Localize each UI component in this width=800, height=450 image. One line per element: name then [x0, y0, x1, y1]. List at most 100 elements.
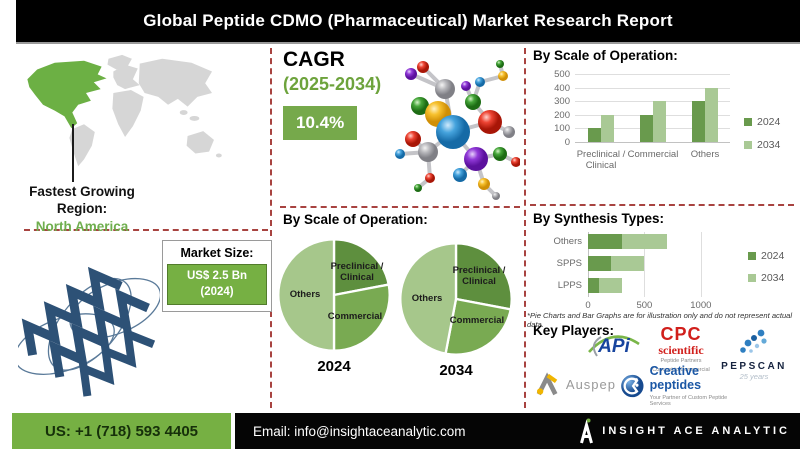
segment-2034-LPPS — [599, 278, 622, 293]
y-tick-100: 100 — [554, 123, 570, 135]
pie-2034-svg — [399, 242, 513, 356]
north-america-highlight — [27, 60, 107, 129]
legend-2024: 2024 — [744, 116, 780, 128]
insight-ace-logo-icon — [580, 418, 594, 444]
cpc-logo-text: CPC — [660, 324, 702, 344]
pepscan-tagline: 25 years — [739, 372, 769, 381]
pie-slice-others — [277, 238, 336, 352]
gridline — [700, 232, 702, 297]
creative-peptides-globe-icon — [621, 374, 644, 397]
legend-label-2034: 2034 — [761, 272, 785, 284]
segment-2024-LPPS — [588, 278, 600, 293]
pie-year-2024: 2024 — [317, 358, 351, 375]
separator-vertical-right — [524, 48, 526, 408]
bar-2034-2 — [705, 87, 718, 142]
gridline — [575, 101, 730, 103]
scale-of-operation-bar-chart: 0 100 200 300 400 500 Preclinical / Clinical Co… — [530, 66, 796, 188]
logo-creative-peptides: Creative peptides Your Partner of Custom… — [620, 364, 730, 407]
pepscan-dots-icon — [740, 329, 767, 353]
pie-year-2034: 2034 — [439, 362, 473, 379]
cpc-tagline-1: Peptide Partners — [660, 358, 702, 364]
protein-helix-illustration — [18, 266, 160, 397]
cagr-period: (2025-2034) — [283, 74, 382, 94]
market-size-label: Market Size: — [180, 246, 254, 260]
creative-tagline: Your Partner of Custom Peptide Services — [649, 394, 728, 407]
molecule-illustration — [395, 60, 520, 200]
gridline — [575, 142, 730, 143]
market-size-value: US$ 2.5 Bn (2024) — [167, 264, 267, 306]
pie-label-others: Others — [411, 293, 443, 304]
pepscan-logo-text: PEPSCAN — [721, 361, 787, 372]
pie-2024-svg — [277, 238, 391, 352]
logo-pepscan: PEPSCAN 25 years — [714, 329, 794, 381]
legend-label-2024: 2024 — [761, 250, 785, 262]
footer-brand: INSIGHT ACE ANALYTIC — [579, 418, 790, 444]
row-label-LPPS: LPPS — [557, 280, 582, 291]
pie-chart-2024: Preclinical / Clinical Commercial Others — [276, 237, 392, 353]
legend-label-2024: 2024 — [757, 116, 781, 128]
footer-phone: US: +1 (718) 593 4405 — [12, 413, 231, 449]
y-tick-200: 200 — [554, 109, 570, 121]
y-tick-0: 0 — [564, 137, 570, 148]
legend-2034: 2034 — [744, 139, 780, 151]
cpc-tagline-2: Concept to Commercial — [652, 367, 710, 374]
segment-2034-Others — [621, 234, 667, 249]
creative-text-block: Creative peptides Your Partner of Custom… — [649, 364, 730, 407]
pie-slice-commercial — [444, 297, 512, 356]
map-pointer-line — [72, 124, 74, 182]
footer-email: Email: info@insightaceanalytic.com — [253, 423, 466, 439]
auspep-mark-icon — [536, 372, 558, 396]
pie-section-title: By Scale of Operation: — [283, 212, 428, 227]
x-tick-0: 0 — [585, 300, 591, 311]
pie-chart-2034: Preclinical / Clinical Commercial Others — [398, 241, 514, 357]
fastest-growing-block: Fastest Growing Region: North America — [2, 184, 162, 236]
synthesis-types-title: By Synthesis Types: — [533, 211, 665, 226]
pie-label-commercial: Commercial — [327, 311, 383, 322]
gridline — [575, 74, 730, 75]
cpc-scientific-text: scientific — [658, 343, 704, 357]
creative-logo-text: Creative peptides — [649, 364, 702, 392]
segment-2024-SPPS — [588, 256, 611, 271]
footer-bar: Email: info@insightaceanalytic.com INSIG… — [235, 413, 800, 449]
pie-label-preclinical: Preclinical / Clinical — [452, 265, 506, 288]
legend-swatch-2024 — [748, 252, 756, 260]
api-swoosh-icon — [588, 335, 640, 357]
y-tick-300: 300 — [554, 96, 570, 108]
pie-slice-preclinical-clinical — [454, 242, 513, 311]
separator-horizontal-right — [530, 204, 794, 206]
footer-brand-text: INSIGHT ACE ANALYTIC — [602, 425, 790, 437]
segment-2024-Others — [588, 234, 622, 249]
x-tick-1000: 1000 — [690, 300, 712, 311]
auspep-logo-text: Auspep — [565, 377, 616, 392]
legend-swatch-2024 — [744, 118, 752, 126]
gridline — [644, 232, 646, 297]
x-label-0: Preclinical / Clinical — [576, 149, 626, 172]
scale-bar-title: By Scale of Operation: — [533, 48, 678, 63]
fastest-growing-label: Fastest Growing Region: — [29, 184, 135, 216]
fastest-growing-region: North America — [35, 218, 129, 234]
cagr-label: CAGR — [283, 48, 345, 71]
gridline — [575, 87, 730, 89]
legend-2034: 2034 — [748, 272, 784, 284]
separator-horizontal-middle — [280, 206, 520, 208]
row-label-Others: Others — [553, 236, 582, 247]
legend-2024: 2024 — [748, 250, 784, 262]
pie-slice-preclinical-clinical — [332, 238, 390, 297]
market-size-card: Market Size: US$ 2.5 Bn (2024) — [162, 240, 272, 313]
pie-label-preclinical: Preclinical / Clinical — [330, 261, 384, 284]
legend-swatch-2034 — [744, 141, 752, 149]
logo-api: APi — [583, 335, 645, 358]
legend-label-2034: 2034 — [757, 139, 781, 151]
chart-disclaimer: *Pie Charts and Bar Graphs are for illus… — [527, 311, 793, 329]
bar-2024-1 — [640, 114, 653, 142]
pie-label-commercial: Commercial — [449, 315, 505, 326]
report-title: Global Peptide CDMO (Pharmaceutical) Mar… — [143, 11, 673, 30]
bar-2034-1 — [653, 101, 666, 142]
x-tick-500: 500 — [636, 300, 653, 311]
synthesis-types-bar-chart: 0 500 1000 Others SPPS LPPS 2024 2034 — [530, 230, 796, 311]
logo-auspep: Auspep — [536, 371, 616, 398]
bar-2024-0 — [588, 128, 601, 142]
pie-label-others: Others — [289, 289, 321, 300]
y-tick-500: 500 — [554, 69, 570, 80]
